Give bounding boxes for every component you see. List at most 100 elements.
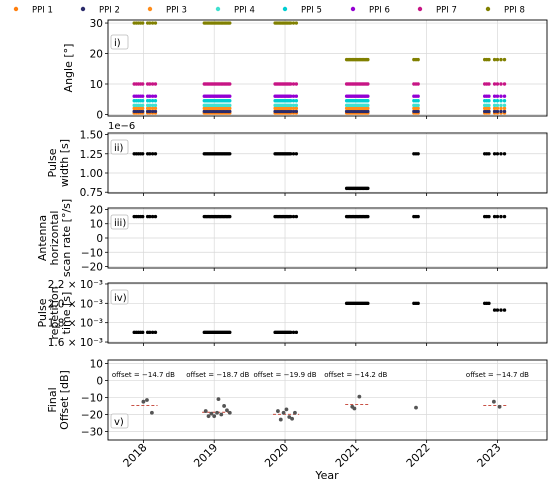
point-ppi-4 (148, 103, 152, 108)
data-point (150, 214, 155, 219)
panel-label-text: iv) (114, 293, 127, 304)
data-point (495, 152, 500, 156)
gridlines (108, 20, 547, 116)
panel-label-box (110, 139, 129, 155)
point-ppi-3 (148, 106, 152, 111)
data-point (492, 152, 497, 156)
y-axis-label: FinalOffset [dB] (46, 370, 71, 430)
data-point (294, 152, 299, 156)
legend-marker (13, 6, 19, 12)
offset-point (215, 410, 219, 415)
scale-factor-label: 1e−6 (108, 121, 135, 132)
point-ppi-6 (148, 94, 152, 98)
point-ppi-6 (502, 94, 507, 98)
point-ppi-6 (228, 94, 232, 98)
point-ppi-3 (140, 106, 145, 111)
legend-label: PPI 3 (166, 6, 187, 16)
point-ppi-5 (416, 99, 420, 103)
point-ppi-5 (291, 99, 296, 103)
legend-label: PPI 5 (301, 6, 322, 16)
panel-label-box (110, 34, 129, 50)
y-tick-label: 1.25 (80, 149, 103, 161)
y-tick-label: −10 (81, 247, 103, 259)
panel-label: v) (110, 413, 129, 429)
y-axis-label: Pulserepetitiontime [s] (36, 286, 73, 339)
y-tick-label: 2.2 × 10⁻³ (48, 279, 103, 291)
y-tick-label: 0 (96, 109, 103, 121)
legend-label: PPI 4 (234, 6, 255, 16)
x-tick-label: 2023 (475, 441, 504, 470)
offset-point (491, 399, 496, 404)
panel-label-box (110, 214, 129, 230)
offset-annotation: offset = −14.2 dB (324, 371, 387, 379)
panels: 0 10 20 30 Angle [°] i) 0.75 1.00 1.25 1.50 Pulsew… (36, 18, 548, 470)
point-ppi-3 (366, 106, 370, 111)
point-ppi-6 (492, 94, 497, 98)
legend-entry: PPI 8 (485, 6, 525, 16)
y-tick-label: 1.8 × 10⁻³ (48, 318, 103, 330)
point-ppi-5 (502, 99, 507, 103)
point-ppi-4 (150, 103, 155, 108)
offset-point (212, 414, 217, 419)
y-tick-label: −20 (81, 262, 103, 274)
point-ppi-7 (153, 82, 158, 86)
point-ppi-4 (416, 103, 420, 108)
data-point (150, 152, 155, 156)
offset-point (219, 412, 224, 417)
offset-annotation: offset = −14.7 dB (466, 371, 529, 379)
offset-point (216, 397, 221, 402)
gridlines (108, 208, 547, 268)
point-ppi-6 (150, 94, 155, 98)
point-ppi-6 (499, 94, 503, 98)
data-point (499, 308, 503, 312)
data-point (502, 308, 507, 312)
data-point (495, 214, 500, 219)
point-ppi-3 (228, 106, 232, 111)
offset-annotation: offset = −14.7 dB (112, 371, 175, 379)
data-point (294, 214, 299, 219)
point-ppi-5 (499, 99, 503, 103)
data-point (366, 186, 370, 191)
legend-marker (350, 6, 356, 12)
data-point (294, 330, 299, 335)
y-axis-label: Antennahorizontalscan rate [°/s] (36, 199, 73, 277)
point-ppi-4 (294, 103, 299, 108)
legend-label: PPI 1 (32, 6, 53, 16)
axes-frame (107, 132, 548, 194)
offset-point (497, 404, 502, 409)
point-ppi-6 (291, 94, 296, 98)
y-tick-label: 20 (90, 204, 103, 216)
axes-frame (107, 282, 548, 344)
point-ppi-3 (416, 106, 420, 111)
point-ppi-3 (294, 106, 299, 111)
legend-label: PPI 6 (369, 6, 390, 16)
point-ppi-4 (495, 103, 500, 108)
panel-3: −20 −10 0 10 20 Antennahorizontalscan rate [°… (36, 199, 548, 277)
gridlines (108, 133, 547, 193)
point-ppi-7 (366, 82, 370, 86)
x-tick-label: 2021 (333, 441, 362, 470)
point-ppi-4 (502, 103, 507, 108)
panel-label-text: iii) (114, 218, 126, 229)
point-ppi-4 (366, 103, 370, 108)
panel-4: 1.6 × 10⁻³ 1.8 × 10⁻³ 2.0 × 10⁻³ 2.2 × 10⁻³… (36, 279, 548, 349)
data-point (288, 152, 293, 156)
point-ppi-6 (487, 94, 491, 98)
offset-point (278, 417, 283, 422)
y-tick-label: −30 (81, 426, 103, 438)
y-tick-label: 10 (90, 358, 103, 370)
point-ppi-8 (288, 21, 293, 25)
point-ppi-7 (487, 82, 491, 86)
point-ppi-3 (150, 106, 155, 111)
panel-label-box (110, 413, 129, 429)
point-ppi-5 (140, 99, 145, 103)
point-ppi-7 (492, 82, 497, 86)
data-point (140, 152, 145, 156)
data-point (150, 330, 155, 335)
point-ppi-2 (288, 109, 293, 114)
data-point (288, 330, 293, 335)
y-tick-label: −20 (81, 409, 103, 421)
point-ppi-5 (150, 99, 155, 103)
y-tick-label: 0 (96, 233, 103, 245)
